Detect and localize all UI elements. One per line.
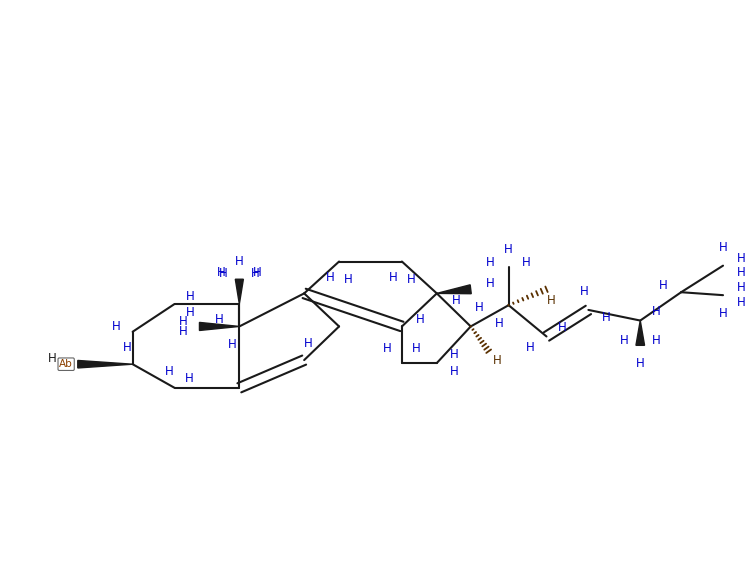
Text: H: H [602, 311, 611, 324]
Text: H: H [412, 342, 421, 355]
Text: H: H [251, 268, 260, 280]
Text: Ab: Ab [59, 359, 73, 369]
Text: H: H [253, 266, 262, 279]
Text: H: H [718, 241, 727, 254]
Text: H: H [416, 313, 424, 326]
Text: H: H [389, 271, 398, 284]
Text: H: H [526, 341, 535, 353]
Text: H: H [383, 342, 392, 355]
Text: H: H [659, 279, 668, 292]
Text: H: H [186, 306, 195, 319]
Text: H: H [495, 316, 504, 330]
Text: H: H [217, 266, 226, 279]
Text: H: H [235, 255, 244, 268]
Text: H: H [558, 321, 567, 334]
Text: H: H [736, 266, 745, 279]
Text: H: H [165, 365, 174, 378]
Polygon shape [437, 285, 471, 294]
Text: H: H [344, 273, 352, 286]
Text: H: H [452, 293, 461, 306]
Text: H: H [652, 305, 661, 318]
Text: H: H [179, 325, 188, 338]
Text: H: H [451, 365, 459, 378]
Text: H: H [486, 256, 495, 269]
Text: H: H [652, 334, 661, 347]
Text: H: H [112, 320, 121, 333]
Text: H: H [580, 285, 589, 298]
Polygon shape [78, 360, 133, 368]
Text: H: H [219, 268, 228, 280]
Text: H: H [718, 307, 727, 320]
Text: H: H [186, 291, 195, 303]
Text: H: H [184, 373, 193, 386]
Text: H: H [216, 313, 224, 326]
Text: H: H [486, 278, 495, 291]
Text: H: H [475, 301, 484, 314]
Text: H: H [504, 243, 513, 256]
Text: H: H [304, 337, 313, 351]
Text: H: H [547, 293, 555, 306]
Text: H: H [736, 296, 745, 309]
Text: H: H [522, 256, 531, 269]
Text: H: H [326, 271, 334, 284]
Text: H: H [736, 282, 745, 294]
Text: H: H [493, 353, 502, 366]
Text: H: H [451, 347, 459, 361]
Text: H: H [407, 273, 416, 286]
Polygon shape [235, 279, 243, 304]
Text: H: H [636, 357, 645, 370]
Text: H: H [123, 341, 131, 355]
Polygon shape [636, 320, 645, 345]
Text: H: H [48, 352, 57, 365]
Text: H: H [736, 252, 745, 265]
Text: H: H [620, 334, 628, 347]
Text: H: H [228, 338, 236, 351]
Text: H: H [179, 315, 188, 328]
Polygon shape [199, 323, 239, 330]
